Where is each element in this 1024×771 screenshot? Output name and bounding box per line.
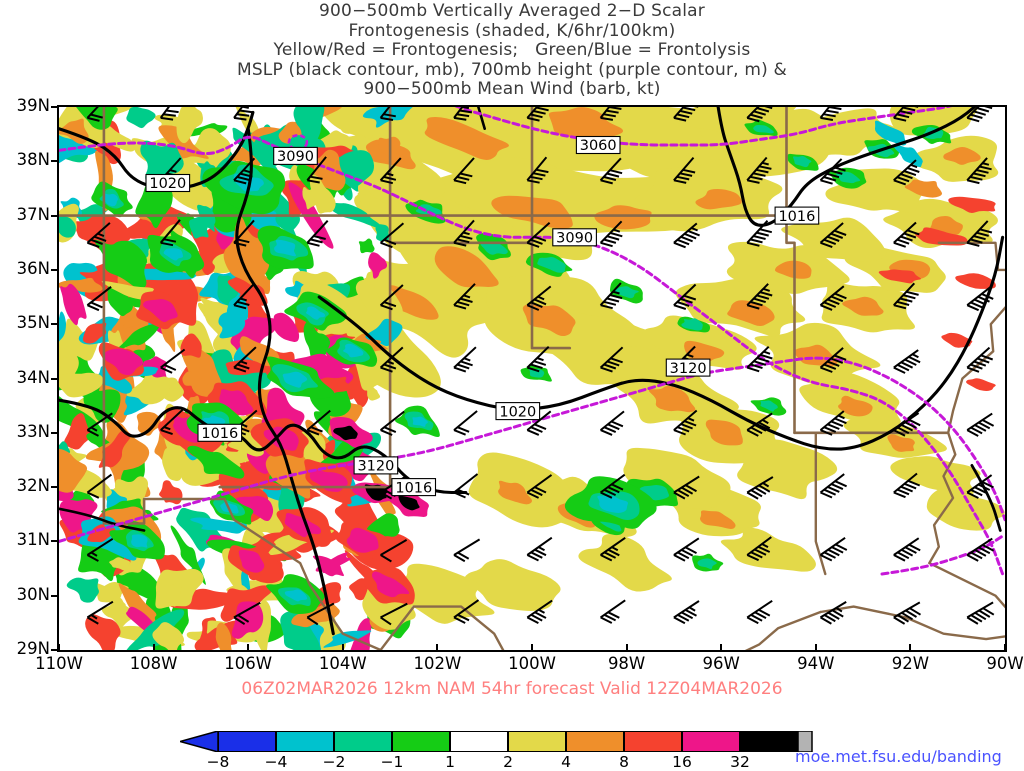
y-axis-label: 31N [16, 530, 50, 550]
colorbar: −8 −4 −2 −1 1 2 4 8 16 32 [180, 731, 813, 771]
x-axis-tick [436, 644, 439, 652]
y-axis-tick [51, 431, 59, 434]
x-axis-label: 100W [508, 654, 556, 673]
colorbar-tick-label: 4 [561, 753, 571, 771]
chart-title-block: 900−500mb Vertically Averaged 2−D Scalar… [0, 1, 1024, 100]
source-watermark: moe.met.fsu.edu/banding [795, 747, 1002, 766]
y-axis-tick [51, 540, 59, 543]
height-contour-layer [59, 107, 1005, 576]
x-axis-tick [720, 644, 723, 652]
y-axis-label: 36N [16, 258, 50, 278]
x-axis-tick [341, 644, 344, 652]
map-plot-area: 1020 1016 1016 1020 1016 3090 3060 3090 3120 3120 [57, 105, 1007, 652]
x-axis-label: 106W [224, 654, 273, 673]
y-axis-tick [51, 160, 59, 163]
x-axis-label: 98W [607, 654, 646, 673]
colorbar-tick-label: 2 [503, 753, 513, 771]
x-axis-label: 92W [891, 654, 930, 673]
y-axis-label: 34N [16, 367, 50, 387]
title-line-4: MSLP (black contour, mb), 700mb height (… [236, 59, 788, 80]
colorbar-swatch [334, 731, 392, 752]
y-axis-label: 30N [16, 584, 50, 604]
frontogenesis-map: 1020 1016 1016 1020 1016 3090 3060 3090 3120 3120 [59, 107, 1005, 650]
forecast-caption: 06Z02MAR2026 12km NAM 54hr forecast Vali… [241, 679, 783, 699]
svg-text:1020: 1020 [499, 404, 536, 420]
colorbar-swatch [740, 731, 798, 752]
x-axis-tick [152, 644, 155, 652]
colorbar-swatch [624, 731, 682, 752]
svg-text:1016: 1016 [395, 480, 432, 496]
y-axis-tick [51, 268, 59, 271]
x-axis-tick [909, 644, 912, 652]
colorbar-over-arrow [798, 731, 813, 752]
title-line-1: 900−500mb Vertically Averaged 2−D Scalar [319, 1, 705, 21]
svg-text:3120: 3120 [357, 459, 394, 475]
x-axis-label: 90W [986, 654, 1024, 673]
svg-text:1016: 1016 [778, 209, 815, 225]
colorbar-tick-label: −2 [322, 753, 346, 771]
colorbar-tick-label: −8 [206, 753, 230, 771]
x-axis-label: 102W [413, 654, 462, 673]
y-axis-tick [51, 377, 59, 380]
y-axis-label: 37N [16, 204, 50, 224]
colorbar-tick-label: 32 [730, 753, 750, 771]
y-axis-tick [51, 106, 59, 108]
colorbar-swatch [450, 731, 508, 752]
colorbar-tick-label: −1 [380, 753, 404, 771]
svg-text:3060: 3060 [580, 138, 617, 154]
x-axis-tick [625, 644, 628, 652]
colorbar-swatch [566, 731, 624, 752]
x-axis-label: 108W [129, 654, 178, 673]
svg-text:3090: 3090 [277, 149, 314, 165]
y-axis-label: 38N [16, 150, 50, 170]
y-axis-tick [51, 486, 59, 489]
y-axis-label: 29N [16, 639, 50, 658]
x-axis-tick [531, 644, 533, 652]
colorbar-tick-label: 8 [619, 753, 629, 771]
svg-text:3120: 3120 [670, 361, 707, 377]
x-axis-label: 104W [318, 654, 367, 673]
shaded-frontogenesis-layer [59, 107, 1005, 650]
svg-text:1016: 1016 [201, 426, 238, 442]
x-axis-label: 110W [35, 654, 83, 673]
y-axis-tick [51, 649, 59, 651]
colorbar-tick-label: 16 [672, 753, 692, 771]
y-axis-label: 39N [16, 96, 50, 115]
colorbar-tick-label: 1 [445, 753, 455, 771]
x-axis-tick [814, 644, 817, 652]
title-line-3: Yellow/Red = Frontogenesis; Green/Blue =… [273, 40, 751, 60]
title-line-5: 900−500mb Mean Wind (barb, kt) [363, 79, 661, 99]
colorbar-swatch [682, 731, 740, 752]
x-axis-tick [58, 644, 60, 652]
colorbar-swatch [218, 731, 276, 752]
x-axis-tick [247, 644, 250, 652]
colorbar-swatch [508, 731, 566, 752]
colorbar-tick-label: −4 [264, 753, 288, 771]
colorbar-swatch [392, 731, 450, 752]
contour-label-layer: 1020 1016 1016 1020 1016 3090 3060 3090 3120 3120 [145, 135, 820, 496]
y-axis-tick [51, 214, 59, 217]
x-axis-tick [1004, 644, 1006, 652]
y-axis-label: 35N [16, 313, 50, 333]
svg-text:3090: 3090 [556, 231, 593, 247]
colorbar-swatch [276, 731, 334, 752]
y-axis-tick [51, 594, 59, 597]
y-axis-tick [51, 323, 59, 326]
y-axis-label: 33N [16, 421, 50, 441]
x-axis-label: 94W [797, 654, 835, 673]
colorbar-under-arrow [180, 731, 219, 752]
x-axis-label: 96W [702, 654, 740, 673]
svg-text:1020: 1020 [149, 176, 186, 192]
wind-barb-layer [86, 107, 995, 626]
y-axis-label: 32N [16, 476, 50, 496]
title-line-2: Frontogenesis (shaded, K/6hr/100km) [348, 20, 676, 41]
